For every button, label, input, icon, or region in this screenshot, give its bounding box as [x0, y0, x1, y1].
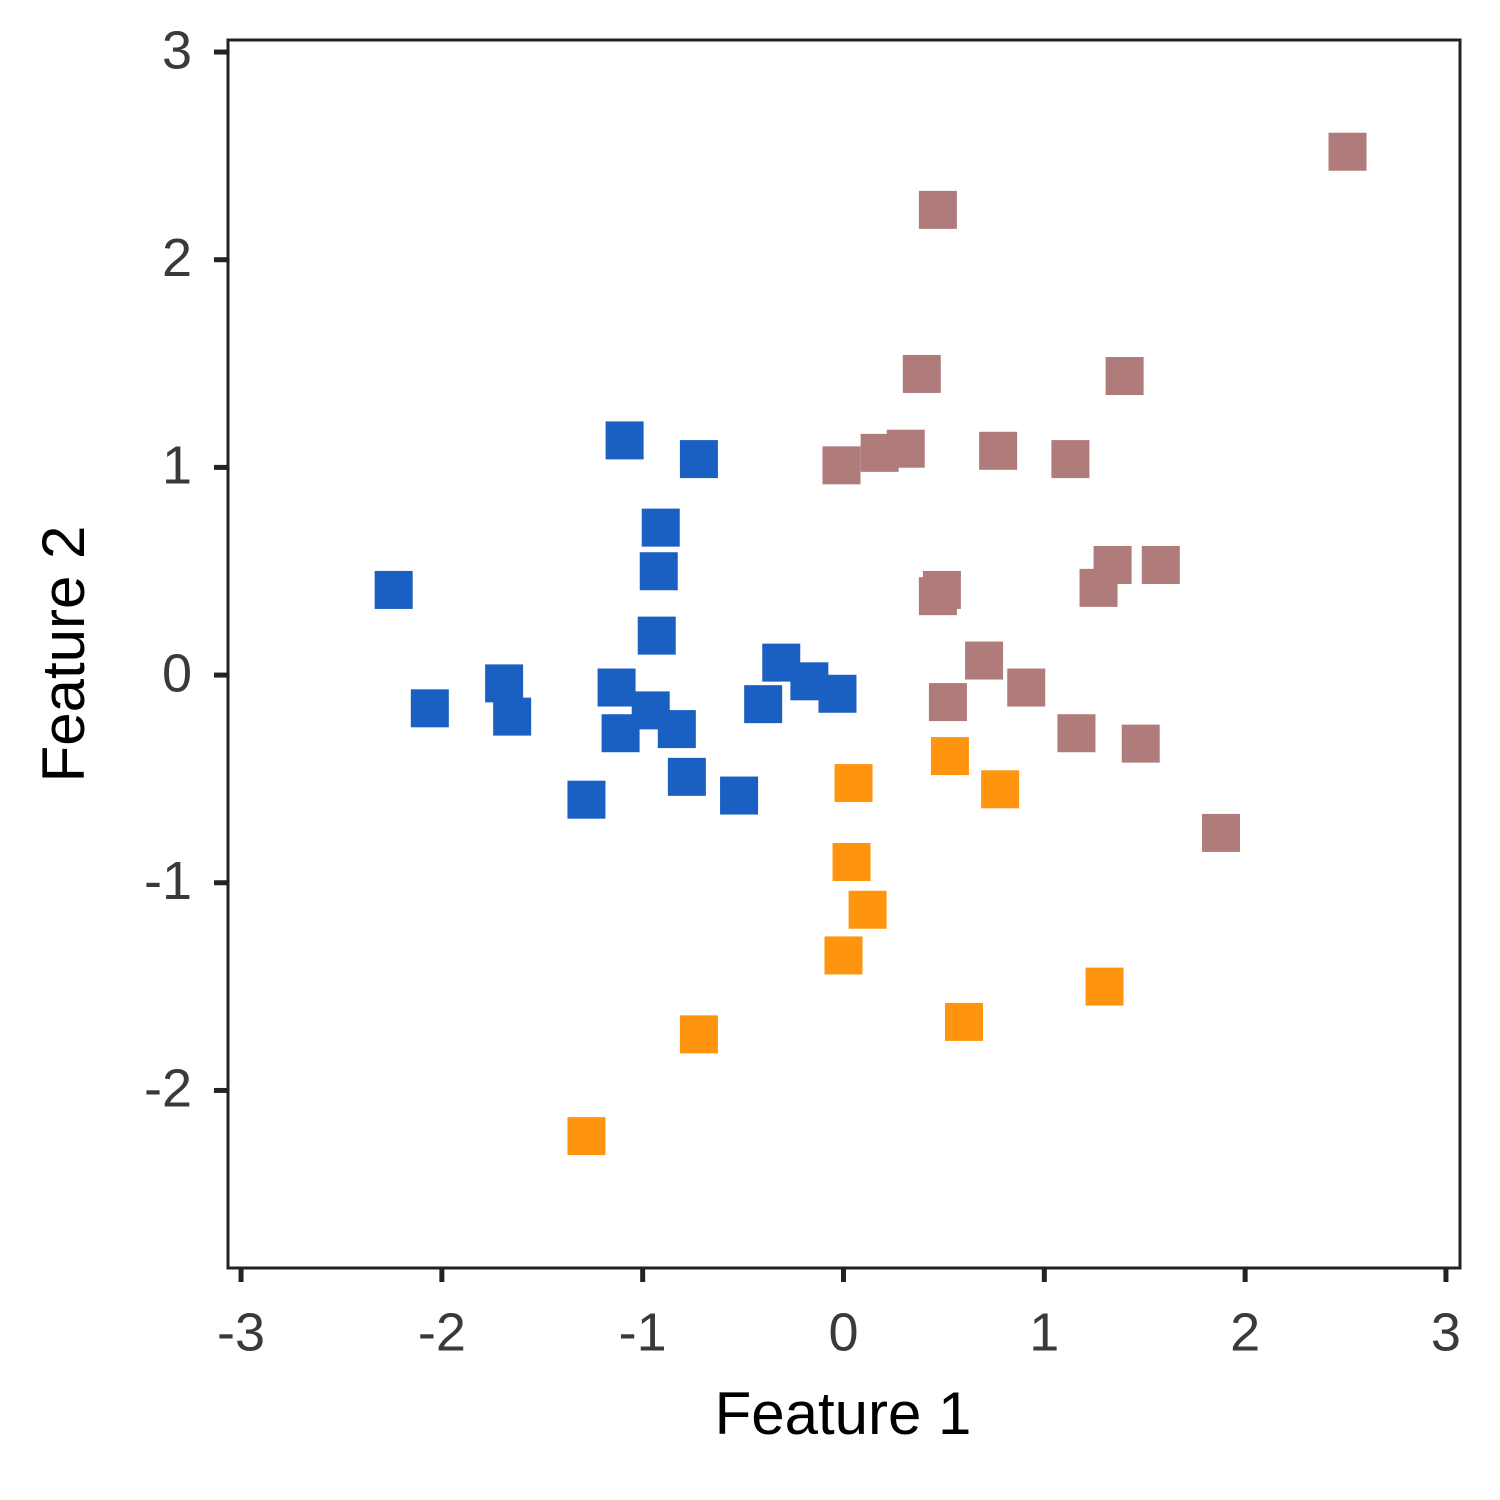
point — [567, 780, 606, 819]
point — [1105, 357, 1144, 396]
point — [1079, 568, 1118, 607]
point — [832, 842, 871, 881]
point — [981, 770, 1020, 809]
point — [641, 508, 680, 547]
point — [1051, 440, 1090, 479]
point — [744, 685, 783, 724]
point — [834, 764, 873, 803]
y-tick-label: 2 — [162, 228, 192, 288]
point — [979, 431, 1018, 470]
point — [818, 674, 857, 713]
y-tick-label: 3 — [162, 20, 192, 80]
point — [1202, 813, 1241, 852]
point — [1085, 967, 1124, 1006]
point — [928, 683, 967, 722]
point — [886, 429, 925, 468]
point — [597, 668, 636, 707]
x-tick-label: 2 — [1230, 1302, 1260, 1362]
point — [965, 641, 1004, 680]
y-tick-label: -2 — [144, 1059, 192, 1119]
point — [922, 570, 961, 609]
point — [679, 440, 718, 479]
x-tick-label: 3 — [1431, 1302, 1461, 1362]
point — [1057, 714, 1096, 753]
plot-frame — [226, 38, 1462, 1270]
point — [605, 421, 644, 460]
point — [410, 689, 449, 728]
x-tick-label: 1 — [1029, 1302, 1059, 1362]
point — [679, 1015, 718, 1054]
y-axis-title: Feature 2 — [30, 526, 97, 783]
point — [1328, 132, 1367, 171]
x-tick-label: -3 — [217, 1302, 265, 1362]
x-axis-title: Feature 1 — [715, 1380, 972, 1447]
point — [493, 697, 532, 736]
point — [720, 776, 759, 815]
marks — [374, 132, 1367, 1156]
point — [667, 757, 706, 796]
x-tick-label: 0 — [828, 1302, 858, 1362]
y-tick-label: 0 — [162, 643, 192, 703]
point — [485, 664, 524, 703]
point — [902, 354, 941, 393]
point — [822, 446, 861, 485]
point — [824, 936, 863, 975]
y-tick-label: -1 — [144, 851, 192, 911]
x-tick-label: -2 — [418, 1302, 466, 1362]
point — [918, 190, 957, 229]
point — [1141, 546, 1180, 585]
point — [1007, 668, 1046, 707]
x-tick-label: -1 — [619, 1302, 667, 1362]
point — [848, 890, 887, 929]
point — [639, 552, 678, 591]
point — [567, 1117, 606, 1156]
point — [1121, 724, 1160, 763]
point — [944, 1002, 983, 1041]
point — [657, 710, 696, 749]
point — [637, 616, 676, 655]
y-tick-label: 1 — [162, 436, 192, 496]
point — [930, 737, 969, 776]
point — [374, 570, 413, 609]
